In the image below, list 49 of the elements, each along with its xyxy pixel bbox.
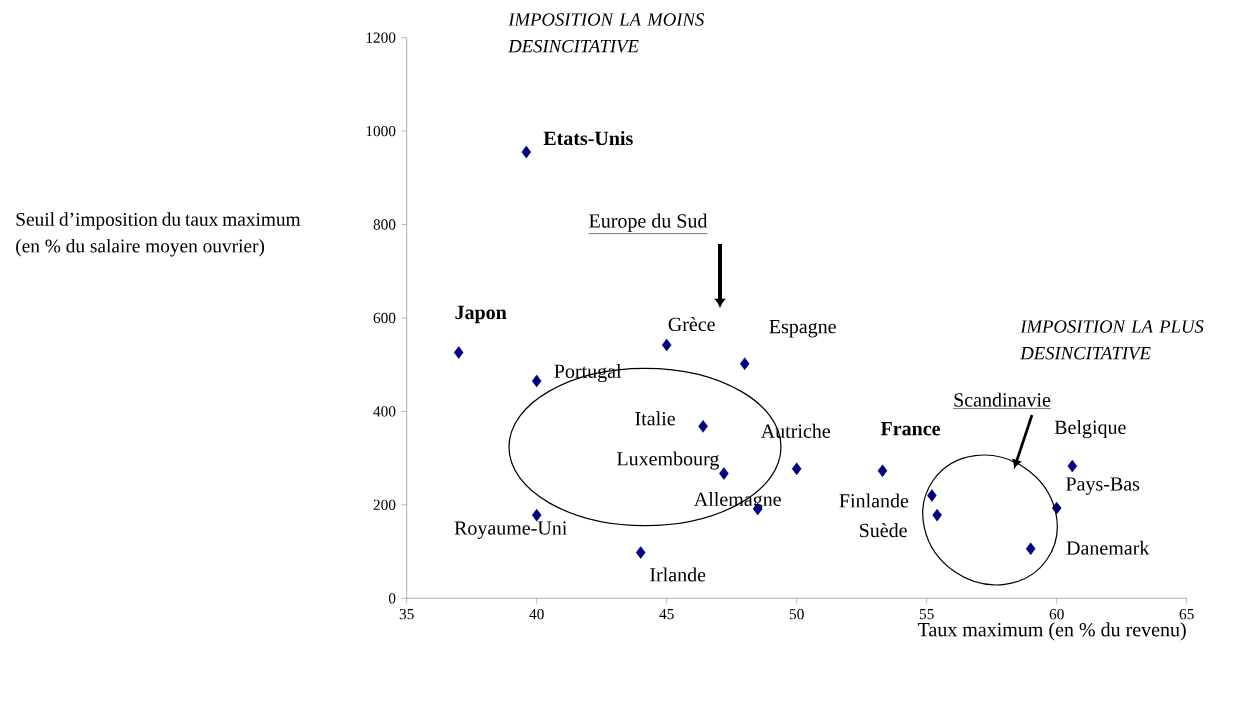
point [932, 508, 942, 522]
point [531, 374, 542, 388]
annotation: Etats-Unis [543, 131, 633, 146]
annotation: IMPOSITION LA PLUS DESINCITATIVE [1020, 320, 1204, 360]
annotation: Royaume-Uni [454, 521, 567, 539]
point [698, 420, 708, 433]
annotation: Japon [455, 305, 507, 324]
annotation: Espagne [769, 320, 836, 338]
annotation: Belgique [1054, 419, 1126, 439]
x-tick-label: 65 [1179, 609, 1194, 620]
annotation: Finlande [839, 493, 909, 508]
annotation: Danemark [1066, 540, 1150, 555]
x-tick-label: 45 [659, 609, 674, 620]
annotation: Italie [635, 411, 675, 426]
x-tick-label: 50 [789, 609, 804, 620]
x-tick-label: 40 [529, 609, 544, 620]
x-tick-label: 35 [399, 609, 414, 620]
point [1067, 459, 1078, 473]
y-tick-label: 400 [373, 406, 396, 417]
point [739, 357, 750, 371]
y-axis-title: Seuil d’imposition du taux maximum (en % du salaire moyen ouvrier) [16, 212, 301, 257]
y-tick-label: 600 [373, 312, 396, 324]
point [791, 462, 802, 476]
point [719, 467, 729, 480]
point [877, 464, 888, 478]
x-axis-title: Taux maximum (en % du revenu) [917, 622, 1186, 641]
point [531, 508, 542, 522]
y-tick-label: 1200 [366, 32, 396, 43]
y-tick-label: 1000 [366, 125, 396, 137]
point [521, 145, 532, 159]
annotation: Scandinavie [954, 392, 1051, 407]
point [453, 346, 464, 359]
y-tick-label: 800 [373, 219, 396, 230]
annotation: Grèce [668, 317, 715, 332]
y-tick-label: 0 [388, 593, 396, 604]
point [661, 338, 672, 352]
annotation: Irlande [650, 567, 706, 582]
annotation: France [880, 422, 940, 436]
annotation: Pays-Bas [1066, 477, 1140, 495]
annotation: Europe du Sud [589, 213, 708, 232]
x-tick-label: 55 [919, 609, 934, 620]
point [927, 489, 937, 502]
annotation: Luxembourg [617, 451, 719, 470]
annotation: Suède [860, 523, 907, 538]
x-tick-label: 60 [1049, 609, 1064, 620]
point [635, 546, 646, 559]
point [1025, 542, 1036, 556]
annotation: IMPOSITION LA MOINS DESINCITATIVE [508, 13, 704, 53]
y-tick-label: 200 [373, 499, 396, 511]
